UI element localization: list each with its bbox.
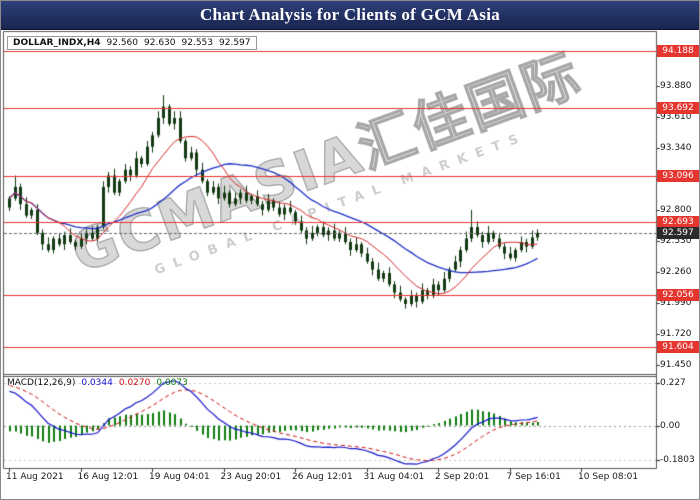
bar-open-value: 92.560	[106, 38, 139, 48]
window-title: Chart Analysis for Clients of GCM Asia	[199, 5, 501, 24]
macd-indicator-label: MACD(12,26,9) 0.0344 0.0270 0.0073	[7, 378, 188, 388]
macd-histogram-value: 0.0073	[156, 378, 188, 388]
title-bar: Chart Analysis for Clients of GCM Asia	[1, 1, 699, 30]
macd-name: MACD(12,26,9)	[7, 378, 76, 388]
bar-high-value: 92.630	[144, 38, 176, 48]
bar-low-value: 92.553	[181, 38, 214, 48]
macd-signal-value: 0.0270	[118, 378, 151, 388]
symbol-info: DOLLAR_INDX,H4 92.560 92.630 92.553 92.5…	[7, 36, 257, 50]
symbol-name: DOLLAR_INDX,H4	[13, 38, 101, 48]
macd-value: 0.0344	[81, 378, 113, 388]
bar-close-value: 92.597	[219, 38, 251, 48]
